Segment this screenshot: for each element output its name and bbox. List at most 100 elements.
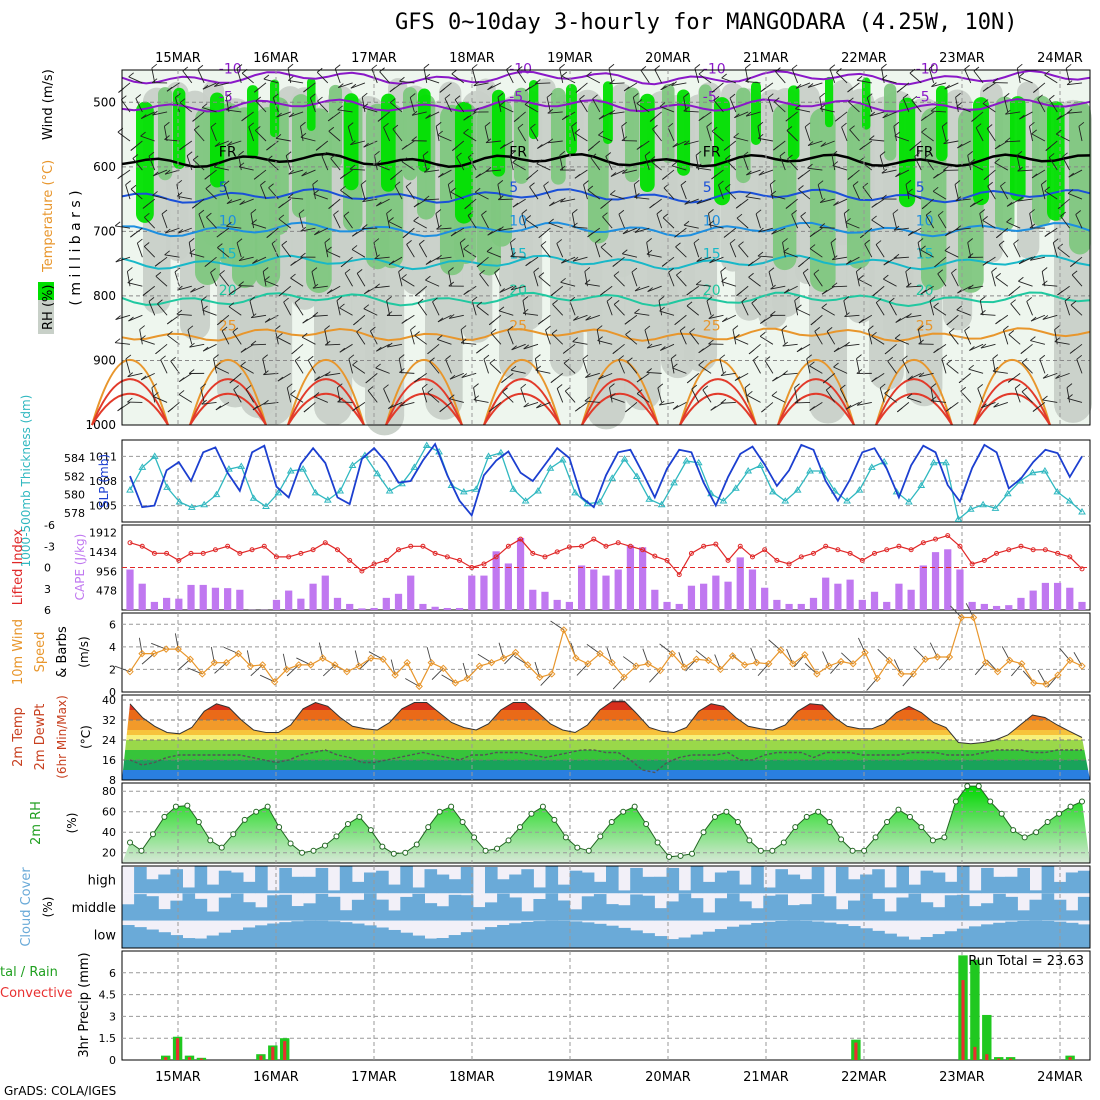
wind-speed-point — [1042, 680, 1050, 688]
wind-barb — [724, 188, 737, 200]
wind-barb-flag — [264, 276, 270, 281]
wind-barb-flag — [600, 204, 606, 209]
wind-speed-point — [1030, 679, 1038, 687]
isotherm-label: 25 — [219, 319, 237, 335]
wind-barb — [783, 251, 798, 258]
rh2m-point — [861, 847, 868, 854]
cloud-cover-bar — [376, 899, 389, 921]
wind-barb — [696, 284, 712, 287]
cloud-cover-bar — [896, 936, 909, 948]
wind-barb-flag — [1042, 315, 1049, 320]
cloud-cover-bar — [969, 906, 982, 921]
cape-bar — [736, 557, 744, 610]
wind-barb — [294, 302, 304, 316]
wind-barb-flag — [809, 244, 816, 249]
wind-barb — [1028, 126, 1033, 142]
wind-barb — [720, 271, 724, 287]
wind-barb — [930, 110, 947, 113]
wind-barb — [423, 68, 428, 83]
wind-barb-flag — [1030, 316, 1037, 322]
wind-barb-flag — [302, 318, 308, 324]
cloud-cover-bar — [364, 872, 377, 894]
lifted-index-point — [212, 547, 218, 553]
wind-barb — [587, 189, 601, 200]
wind-barb — [702, 389, 712, 403]
wind-barb-flag — [862, 182, 869, 188]
rh2m-point — [459, 818, 466, 825]
wind-barb-flag — [176, 309, 183, 315]
wind-barb — [1070, 304, 1083, 316]
cloud-cover-bar — [194, 938, 208, 948]
wind-barb-flag — [367, 386, 374, 391]
wind-barb-flag — [548, 218, 554, 224]
wind-barb — [401, 161, 415, 171]
wind-barb — [931, 400, 947, 403]
wind-barb-10m — [913, 647, 926, 660]
wind-barb — [200, 387, 205, 403]
rh2m-point — [574, 844, 581, 851]
wind-speed-point — [536, 673, 544, 682]
wind-barb — [512, 162, 526, 171]
wind-barb — [347, 126, 353, 142]
wind-barb-flag — [660, 346, 666, 351]
wind-barb — [338, 82, 353, 89]
wind-barb-flag — [599, 290, 606, 296]
wind-barb — [161, 213, 168, 229]
wind-barb-flag — [587, 232, 593, 238]
thickness-point — [534, 487, 542, 494]
cloud-cover-bar — [751, 923, 764, 948]
wind-barb — [479, 273, 489, 287]
wind-barb-flag — [398, 354, 405, 359]
wind-barb-flag — [423, 167, 430, 173]
rh2m-point — [1079, 798, 1085, 805]
wind-barb-flag — [932, 186, 939, 192]
cape-tick-label: 1912 — [89, 527, 117, 540]
wind-barb-flag — [192, 155, 199, 161]
wind-barb-flag — [263, 74, 270, 80]
wind-barb-flag — [137, 238, 143, 244]
wind-barb — [748, 276, 761, 287]
wind-barb — [461, 372, 477, 378]
thickness-point — [682, 456, 691, 464]
wind-barb-flag — [736, 213, 743, 219]
wind-barb-flag — [188, 238, 195, 243]
wind-barb-flag — [1003, 93, 1010, 98]
wind-barb-flag — [356, 327, 362, 333]
wind-barb-flag — [437, 335, 443, 340]
cloud-cover-bar — [872, 898, 885, 921]
wind-barb-flag — [924, 153, 931, 159]
cloud-cover-bar — [327, 890, 341, 894]
wind-barb-flag — [813, 269, 820, 275]
cloud-cover-bar — [618, 927, 631, 948]
cloud-cover-bar — [412, 893, 425, 921]
lifted-index-point — [1055, 550, 1061, 556]
wind-barb — [802, 272, 811, 287]
wind-barb-flag — [662, 213, 669, 219]
wind-barb-flag — [585, 315, 591, 321]
wind-barb — [608, 68, 613, 84]
lifted-index-point — [371, 561, 377, 567]
cloud-cover-bar — [267, 923, 280, 948]
wind-barb-flag — [814, 327, 821, 332]
wind-barb — [252, 256, 267, 264]
wind-barb — [437, 134, 452, 142]
rh2m-point — [631, 803, 638, 810]
wind-barb — [255, 130, 267, 142]
isotherm-label: -5 — [703, 90, 717, 106]
wind-barb-flag — [438, 172, 444, 178]
precip-convective-bar — [259, 1055, 263, 1060]
wind-barb — [709, 256, 724, 264]
wind-barb-flag — [524, 100, 531, 105]
cloud-cover-bar — [666, 939, 680, 948]
wind-speed-point — [704, 656, 713, 665]
wind-barb — [182, 70, 193, 84]
wind-barb-flag — [632, 93, 639, 98]
wind-speed-point — [560, 626, 568, 634]
wind-barb-flag — [625, 330, 631, 335]
thickness-line — [129, 444, 1083, 521]
wind-barb-flag — [198, 209, 205, 215]
cloud-cover-bar — [714, 929, 728, 948]
wind-barb-flag — [467, 152, 474, 158]
cape-bar — [956, 569, 964, 610]
wind-barb — [547, 111, 563, 114]
